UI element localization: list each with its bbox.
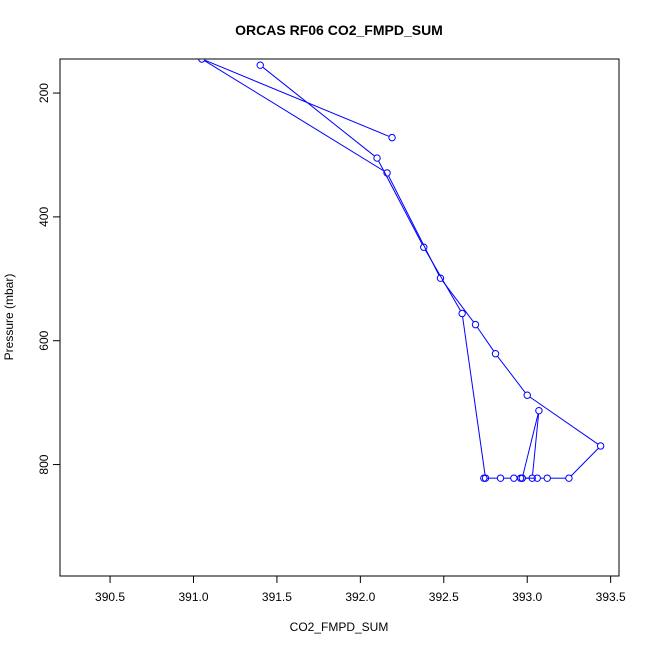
y-tick-label: 400 xyxy=(37,207,51,227)
x-tick-label: 393.5 xyxy=(596,590,626,604)
series-line-segment xyxy=(462,316,486,476)
data-point xyxy=(535,406,543,415)
series-line-segment xyxy=(204,60,385,172)
data-point xyxy=(198,59,206,63)
data-point xyxy=(471,320,480,329)
series-line-segment xyxy=(522,413,539,476)
x-tick-label: 392.5 xyxy=(429,590,459,604)
data-point xyxy=(528,474,536,482)
plot-frame xyxy=(59,58,620,577)
series-line-segment xyxy=(529,396,599,445)
data-point xyxy=(596,442,605,450)
data-point xyxy=(436,274,445,282)
data-point xyxy=(543,474,551,482)
series-line-segment xyxy=(204,59,390,137)
data-point xyxy=(480,474,488,482)
series-line-segment xyxy=(441,280,474,323)
x-tick-label: 390.5 xyxy=(95,590,125,604)
plot-area xyxy=(198,59,605,482)
data-point xyxy=(256,61,264,69)
series-line-segment xyxy=(476,326,495,352)
y-tick-label: 200 xyxy=(37,83,51,103)
data-point xyxy=(373,154,381,162)
data-point xyxy=(523,391,531,399)
y-axis: 200 400 600 800 xyxy=(37,83,60,475)
x-tick-label: 393.0 xyxy=(512,590,542,604)
series-line-segment xyxy=(532,413,540,476)
data-point xyxy=(491,350,500,358)
y-tick-label: 800 xyxy=(37,454,51,474)
data-point xyxy=(388,133,396,142)
data-point xyxy=(420,243,428,251)
y-tick-label: 600 xyxy=(37,330,51,350)
x-tick-label: 392.0 xyxy=(345,590,375,604)
data-point xyxy=(496,474,505,482)
x-tick-label: 391.0 xyxy=(178,590,208,604)
data-point xyxy=(533,474,541,482)
x-axis-label: CO2_FMPD_SUM xyxy=(290,620,389,634)
data-point xyxy=(458,309,466,318)
chart-title: ORCAS RF06 CO2_FMPD_SUM xyxy=(235,22,443,38)
data-point xyxy=(510,474,518,482)
y-axis-label: Pressure (mbar) xyxy=(2,274,16,361)
data-point xyxy=(383,169,391,177)
series-line-segment xyxy=(388,175,440,276)
series-line-segment xyxy=(497,355,526,393)
data-point xyxy=(565,474,573,482)
series-line-segment xyxy=(570,447,599,477)
series-line-segment xyxy=(378,160,423,245)
series-line-segment xyxy=(262,66,375,157)
data-point xyxy=(518,474,526,482)
x-tick-label: 391.5 xyxy=(262,590,292,604)
x-axis: 390.5 391.0 391.5 392.0 392.5 393.0 393.5 xyxy=(95,576,626,604)
